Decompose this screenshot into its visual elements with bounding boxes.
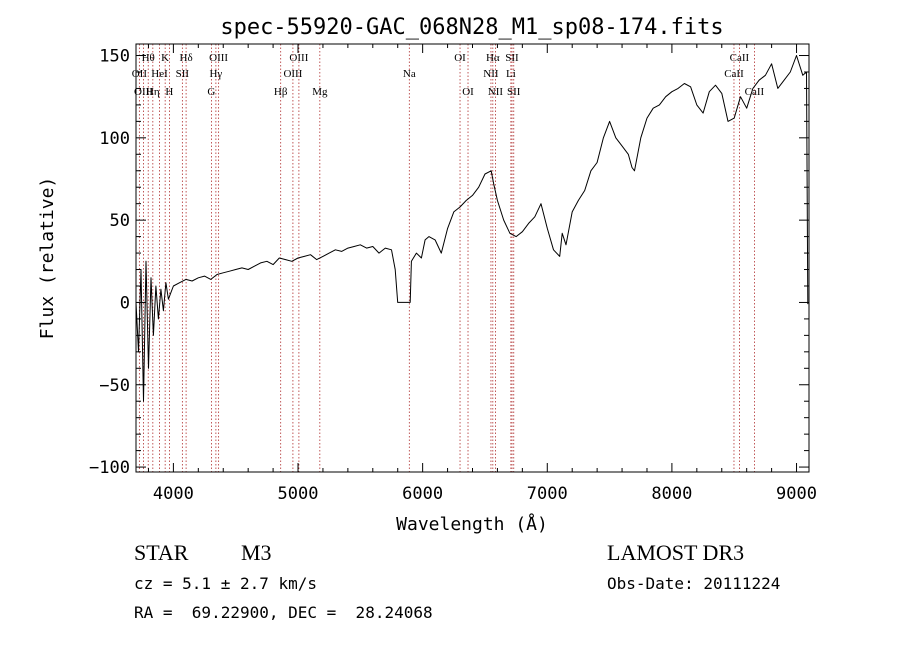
spectral-line-label: NII (488, 86, 504, 98)
x-tick-label: 9000 (776, 484, 817, 504)
object-type: STAR (134, 540, 189, 565)
y-tick-label: −100 (89, 458, 130, 478)
axes: 4000 5000 6000 7000 8000 9000 −100 −50 0 50 100 150 (89, 44, 817, 504)
y-tick-label: 100 (99, 129, 130, 149)
spectral-line-label: Mg (312, 86, 328, 98)
spectral-line-label: HeI (151, 68, 168, 80)
x-tick-label: 8000 (651, 484, 692, 504)
coordinates: RA = 69.22900, DEC = 28.24068 (134, 603, 433, 622)
y-tick-label: 50 (110, 211, 130, 231)
spectral-line-label: Na (403, 68, 416, 80)
x-tick-label: 4000 (153, 484, 194, 504)
spectral-line-label: OIII (289, 52, 308, 64)
y-axis-label: Flux (relative) (37, 177, 58, 340)
spectral-line-label: OI (454, 52, 466, 64)
spectral-line-label: Hη (146, 86, 160, 98)
x-tick-label: 7000 (527, 484, 568, 504)
spectral-line-label: Hβ (274, 86, 288, 98)
x-tick-label: 6000 (402, 484, 443, 504)
spectral-line-label: Li (506, 68, 516, 80)
spectral-line-label: OI (462, 86, 474, 98)
series-layer (135, 55, 809, 402)
spectral-line-label: G (207, 86, 215, 98)
observation-date: Obs-Date: 20111224 (607, 574, 781, 593)
spectrum-line (135, 55, 809, 402)
subclass: M3 (241, 540, 272, 565)
y-tick-label: 0 (120, 293, 130, 313)
spectral-line-label: SII (176, 68, 190, 80)
spectral-line-label: SII (505, 52, 519, 64)
spectral-line-label: CaII (745, 86, 765, 98)
spectral-line-label: Hδ (180, 52, 193, 64)
spectral-line-markers (138, 44, 755, 472)
spectral-line-labels: Hθ K Hδ OIII OIII OI Hα SII CaII OII HeI SII Hγ OIII N… (132, 52, 765, 98)
y-tick-label: −50 (99, 376, 130, 396)
spectral-line-label: OIII (209, 52, 228, 64)
x-tick-label: 5000 (278, 484, 319, 504)
spectral-line-label: OII (132, 68, 148, 80)
spectral-line-label: SII (507, 86, 521, 98)
spectral-line-label: Hγ (209, 68, 222, 80)
spectral-line-label: CaII (724, 68, 744, 80)
spectral-line-label: OIII (134, 86, 153, 98)
spectral-line-label: H (165, 86, 173, 98)
x-axis-label: Wavelength (Å) (396, 513, 548, 535)
chart-title: spec-55920-GAC_068N28_M1_sp08-174.fits (220, 15, 723, 40)
y-tick-label: 150 (99, 47, 130, 67)
spectral-line-label: Hα (486, 52, 500, 64)
spectral-line-label: K (161, 52, 169, 64)
survey-name: LAMOST DR3 (607, 540, 745, 565)
plot-frame (135, 43, 810, 473)
spectral-line-label: NII (483, 68, 499, 80)
spectral-line-label: CaII (730, 52, 750, 64)
spectral-line-label: Hθ (142, 52, 155, 64)
spectral-line-label: OIII (283, 68, 302, 80)
redshift-velocity: cz = 5.1 ± 2.7 km/s (134, 574, 318, 593)
